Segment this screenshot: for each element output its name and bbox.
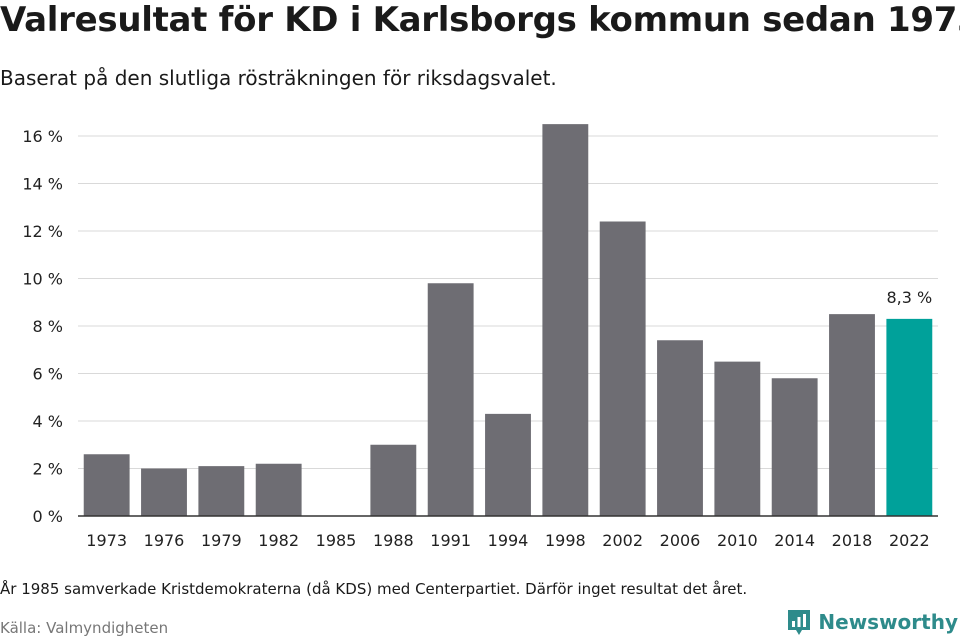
bar-1976 — [141, 468, 187, 516]
x-tick-label: 1994 — [488, 531, 529, 550]
x-tick-label: 2018 — [832, 531, 873, 550]
chart-subtitle: Baserat på den slutliga rösträkningen fö… — [0, 66, 557, 90]
bar-2018 — [829, 314, 875, 516]
y-tick-label: 4 % — [33, 412, 63, 431]
y-tick-label: 14 % — [22, 175, 63, 194]
bar-1973 — [83, 454, 130, 516]
bar-2002 — [599, 221, 646, 516]
x-tick-label: 1973 — [86, 531, 127, 550]
x-tick-label: 1979 — [201, 531, 242, 550]
data-label-2022: 8,3 % — [886, 288, 932, 307]
y-axis-ticks: 0 % 2 % 4 % 6 % 8 % 10 % 12 % 14 % 16 % — [22, 127, 63, 526]
y-tick-label: 16 % — [22, 127, 63, 146]
grid-lines — [78, 135, 938, 469]
x-tick-label: 1988 — [373, 531, 414, 550]
x-tick-label: 2014 — [774, 531, 815, 550]
source-credit: Källa: Valmyndigheten — [0, 619, 169, 637]
y-tick-label: 6 % — [33, 365, 63, 384]
x-tick-label: 1976 — [144, 531, 185, 550]
data-labels: 8,3 % — [886, 288, 932, 307]
brand-name: Newsworthy — [818, 610, 958, 634]
bar-2010 — [714, 361, 761, 516]
bar-2022 — [886, 318, 933, 516]
y-tick-label: 8 % — [33, 317, 63, 336]
x-tick-label: 1998 — [545, 531, 586, 550]
bar-1998 — [542, 124, 589, 516]
bar-1982 — [255, 463, 302, 516]
x-tick-label: 2006 — [660, 531, 701, 550]
bar-chart: 0 % 2 % 4 % 6 % 8 % 10 % 12 % 14 % 16 % 1973 1976… — [22, 124, 938, 550]
bar-1994 — [485, 413, 531, 516]
chart-title: Valresultat för KD i Karlsborgs kommun s… — [0, 0, 960, 40]
newsworthy-logo-icon — [788, 610, 811, 635]
x-axis-ticks: 1973 1976 1979 1982 1985 1988 1991 1994 1998 2002… — [86, 531, 929, 550]
y-tick-label: 10 % — [22, 270, 63, 289]
x-tick-label: 2022 — [889, 531, 930, 550]
bar-1988 — [370, 444, 417, 516]
bar-2006 — [657, 340, 703, 516]
bar-1979 — [198, 466, 245, 516]
bars — [83, 124, 933, 516]
y-tick-label: 2 % — [33, 460, 63, 479]
bar-1991 — [427, 283, 474, 516]
x-tick-label: 2002 — [602, 531, 643, 550]
y-tick-label: 0 % — [33, 507, 63, 526]
x-tick-label: 1985 — [316, 531, 357, 550]
bar-2014 — [771, 378, 818, 516]
brand-logo: Newsworthy — [786, 608, 958, 636]
y-tick-label: 12 % — [22, 222, 63, 241]
x-tick-label: 2010 — [717, 531, 758, 550]
x-tick-label: 1991 — [430, 531, 471, 550]
x-tick-label: 1982 — [258, 531, 299, 550]
footnote: År 1985 samverkade Kristdemokraterna (då… — [0, 580, 748, 598]
